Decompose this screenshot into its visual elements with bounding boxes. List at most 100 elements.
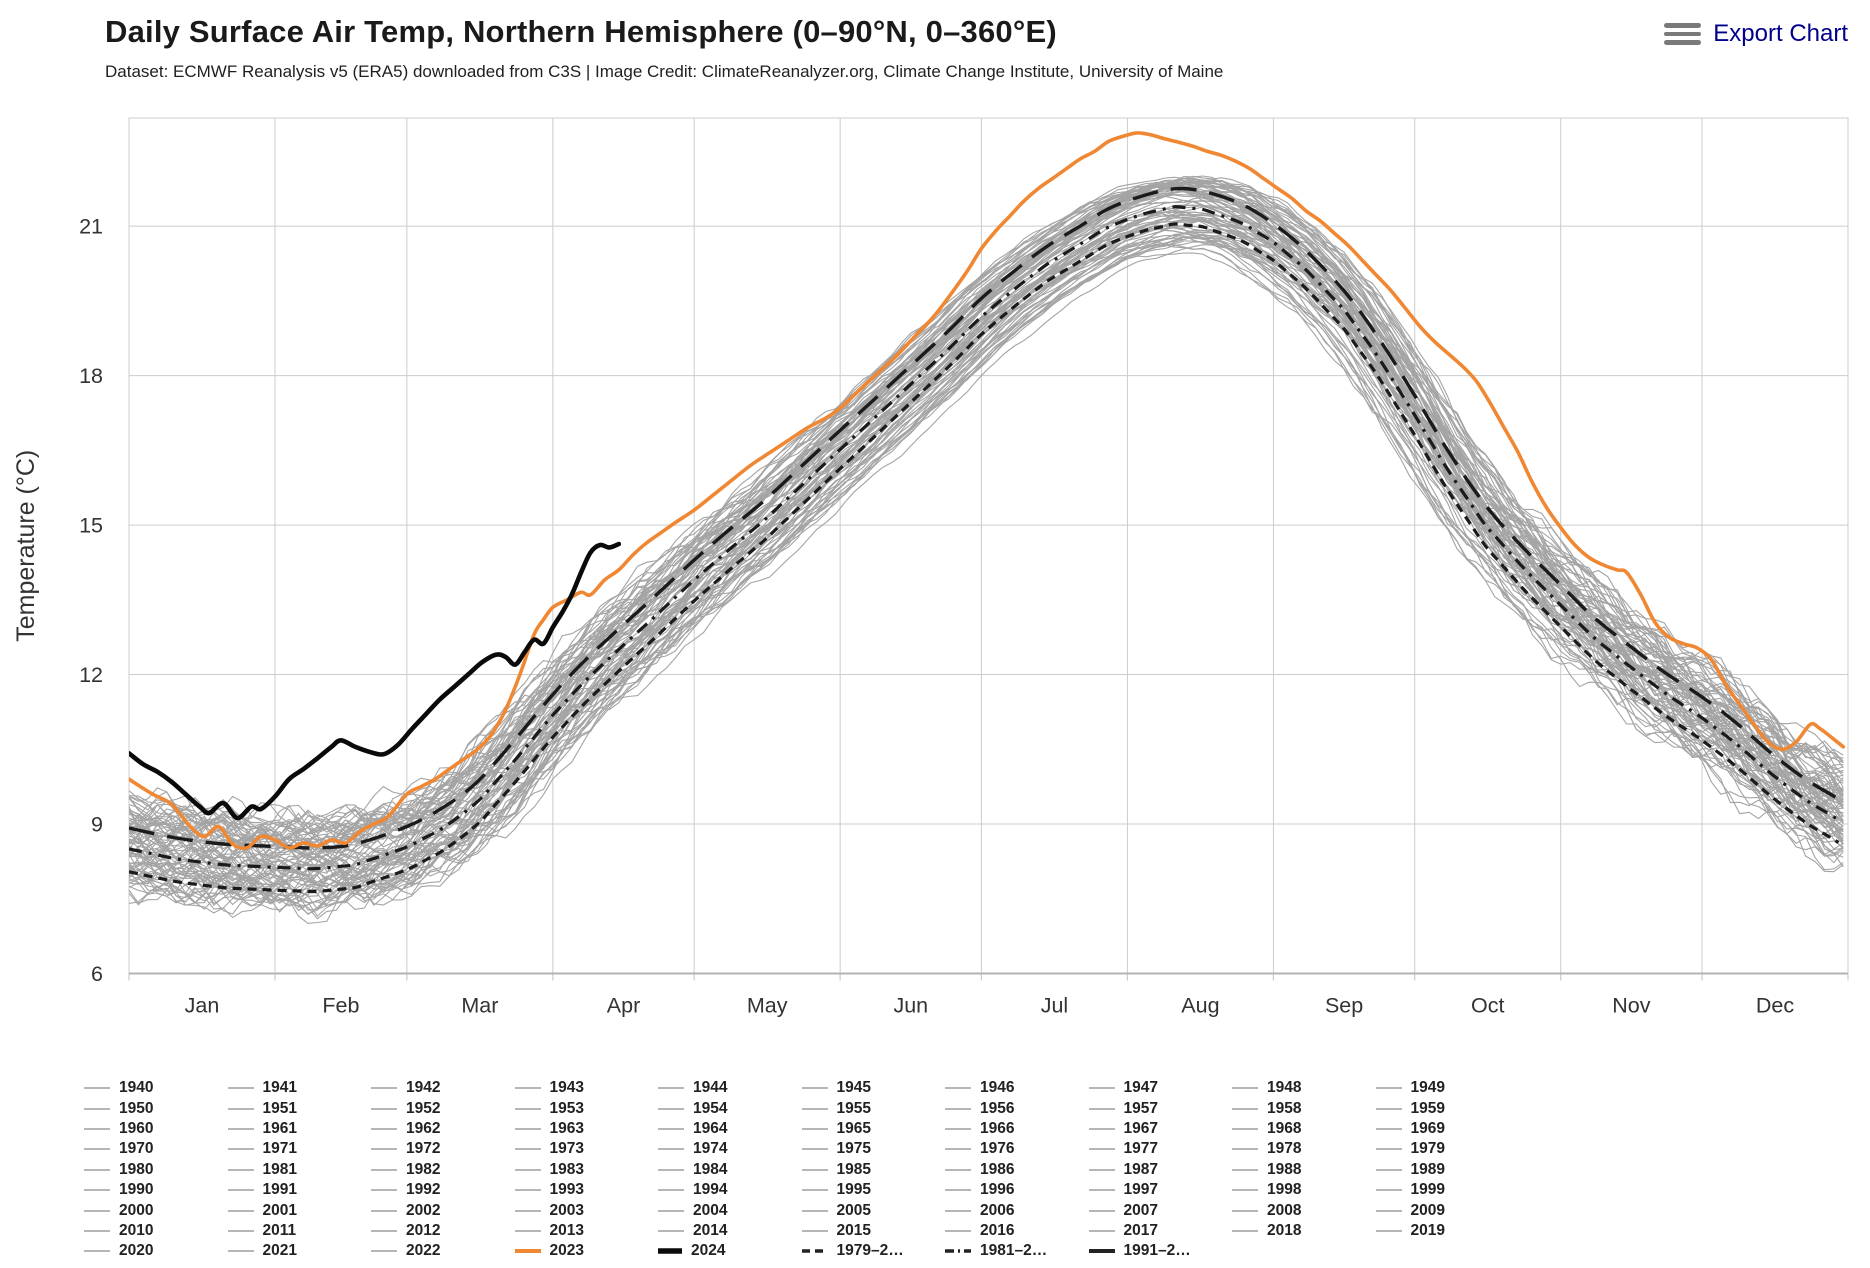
legend-item[interactable]: 1956 [945, 1100, 1089, 1118]
legend-item[interactable]: 2019 [1375, 1222, 1520, 1240]
legend-item[interactable]: 1996 [945, 1181, 1089, 1199]
legend-item[interactable]: 1947 [1088, 1079, 1233, 1097]
legend-item[interactable]: 1992 [371, 1181, 515, 1199]
legend-item[interactable]: 1976 [945, 1140, 1089, 1158]
legend-item[interactable]: 2000 [84, 1202, 228, 1220]
legend-item[interactable]: 1986 [945, 1161, 1089, 1179]
legend-item[interactable]: 1997 [1088, 1181, 1233, 1199]
legend-item[interactable]: 2024 [658, 1242, 802, 1260]
legend-item[interactable]: 1971 [227, 1140, 372, 1158]
legend-item[interactable]: 1981 [227, 1161, 372, 1179]
legend-item[interactable]: 2017 [1088, 1222, 1233, 1240]
legend-item[interactable]: 1990 [84, 1181, 228, 1199]
legend-swatch [1232, 1209, 1258, 1212]
legend-item[interactable]: 1995 [801, 1181, 946, 1199]
legend-item[interactable]: 1982 [371, 1161, 515, 1179]
legend-item[interactable]: 1991 [227, 1181, 372, 1199]
legend-item[interactable]: 1959 [1375, 1100, 1520, 1118]
legend-item[interactable]: 2002 [371, 1202, 515, 1220]
legend-item[interactable]: 2008 [1232, 1202, 1376, 1220]
legend-item[interactable]: 1980 [84, 1161, 228, 1179]
legend-item[interactable]: 1998 [1232, 1181, 1376, 1199]
legend-item[interactable]: 1961 [227, 1120, 372, 1138]
legend-item[interactable]: 1988 [1232, 1161, 1376, 1179]
legend-item[interactable]: 2004 [658, 1202, 802, 1220]
legend-item[interactable]: 1946 [945, 1079, 1089, 1097]
legend-item[interactable]: 1994 [658, 1181, 802, 1199]
legend-item[interactable]: 1984 [658, 1161, 802, 1179]
hamburger-icon[interactable] [1664, 23, 1702, 45]
legend-item[interactable]: 1969 [1375, 1120, 1520, 1138]
legend-item[interactable]: 1979 [1375, 1140, 1520, 1158]
legend-item[interactable]: 1981–2… [945, 1242, 1089, 1260]
legend-item[interactable]: 1958 [1232, 1100, 1376, 1118]
legend-item[interactable]: 1944 [658, 1079, 802, 1097]
legend-item[interactable]: 1999 [1375, 1181, 1520, 1199]
legend-item[interactable]: 1949 [1375, 1079, 1520, 1097]
legend-item[interactable]: 1987 [1088, 1161, 1233, 1179]
legend-item[interactable]: 1942 [371, 1079, 515, 1097]
legend-item[interactable]: 1957 [1088, 1100, 1233, 1118]
legend-item[interactable]: 2016 [945, 1222, 1089, 1240]
export-chart-label[interactable]: Export Chart [1713, 20, 1848, 47]
legend-item[interactable]: 1972 [371, 1140, 515, 1158]
legend-item[interactable]: 2020 [84, 1242, 228, 1260]
legend-item[interactable]: 1955 [801, 1100, 946, 1118]
legend-item[interactable]: 2021 [227, 1242, 372, 1260]
legend-item[interactable]: 2005 [801, 1202, 946, 1220]
legend-item[interactable]: 1960 [84, 1120, 228, 1138]
legend-item[interactable]: 1989 [1375, 1161, 1520, 1179]
legend-swatch [945, 1168, 971, 1171]
legend-item[interactable]: 2015 [801, 1222, 946, 1240]
legend-item[interactable]: 1985 [801, 1161, 946, 1179]
legend-item[interactable]: 1940 [84, 1079, 228, 1097]
legend-item[interactable]: 1967 [1088, 1120, 1233, 1138]
legend-item[interactable]: 1978 [1232, 1140, 1376, 1158]
legend-item[interactable]: 1943 [514, 1079, 659, 1097]
background-year-line [129, 229, 1844, 905]
legend-item[interactable]: 1968 [1232, 1120, 1376, 1138]
legend-item[interactable]: 1991–2… [1088, 1242, 1233, 1260]
month-label: May [747, 994, 788, 1018]
legend-label: 1982 [406, 1160, 441, 1178]
legend-label: 1988 [1267, 1160, 1302, 1178]
legend-item[interactable]: 2006 [945, 1202, 1089, 1220]
legend-item[interactable]: 2013 [514, 1222, 659, 1240]
legend-item[interactable]: 2012 [371, 1222, 515, 1240]
legend-item[interactable]: 1983 [514, 1161, 659, 1179]
plot-area[interactable] [129, 131, 1846, 924]
legend-item[interactable]: 1993 [514, 1181, 659, 1199]
legend-item[interactable]: 1966 [945, 1120, 1089, 1138]
legend-item[interactable]: 2022 [371, 1242, 515, 1260]
legend-item[interactable]: 1962 [371, 1120, 515, 1138]
legend-item[interactable]: 2003 [514, 1202, 659, 1220]
legend-item[interactable]: 1979–2… [801, 1242, 946, 1260]
legend-item[interactable]: 1970 [84, 1140, 228, 1158]
legend-item[interactable]: 1945 [801, 1079, 946, 1097]
legend-swatch [371, 1230, 397, 1232]
legend-item[interactable]: 1948 [1232, 1079, 1376, 1097]
legend-swatch [801, 1209, 828, 1212]
legend-item[interactable]: 1941 [227, 1079, 372, 1097]
legend-item[interactable]: 2023 [514, 1242, 659, 1260]
legend-item[interactable]: 2018 [1232, 1222, 1376, 1240]
legend-item[interactable]: 1964 [658, 1120, 802, 1138]
legend-item[interactable]: 1973 [514, 1140, 659, 1158]
legend-item[interactable]: 1954 [658, 1100, 802, 1118]
legend-item[interactable]: 1965 [801, 1120, 946, 1138]
legend-item[interactable]: 1951 [227, 1100, 372, 1118]
legend-item[interactable]: 1950 [84, 1100, 228, 1118]
legend-item[interactable]: 1952 [371, 1100, 515, 1118]
legend-item[interactable]: 1963 [514, 1120, 659, 1138]
legend-item[interactable]: 1977 [1088, 1140, 1233, 1158]
legend-item[interactable]: 2014 [658, 1222, 802, 1240]
legend-item[interactable]: 2009 [1375, 1202, 1520, 1220]
legend-item[interactable]: 2001 [227, 1202, 372, 1220]
legend-item[interactable]: 1975 [801, 1140, 946, 1158]
legend-item[interactable]: 1953 [514, 1100, 659, 1118]
legend-item[interactable]: 2010 [84, 1222, 228, 1240]
legend-item[interactable]: 1974 [658, 1140, 802, 1158]
legend-item[interactable]: 2011 [227, 1222, 372, 1240]
legend-item[interactable]: 2007 [1088, 1202, 1233, 1220]
export-chart-button[interactable]: Export Chart [1664, 20, 1848, 48]
